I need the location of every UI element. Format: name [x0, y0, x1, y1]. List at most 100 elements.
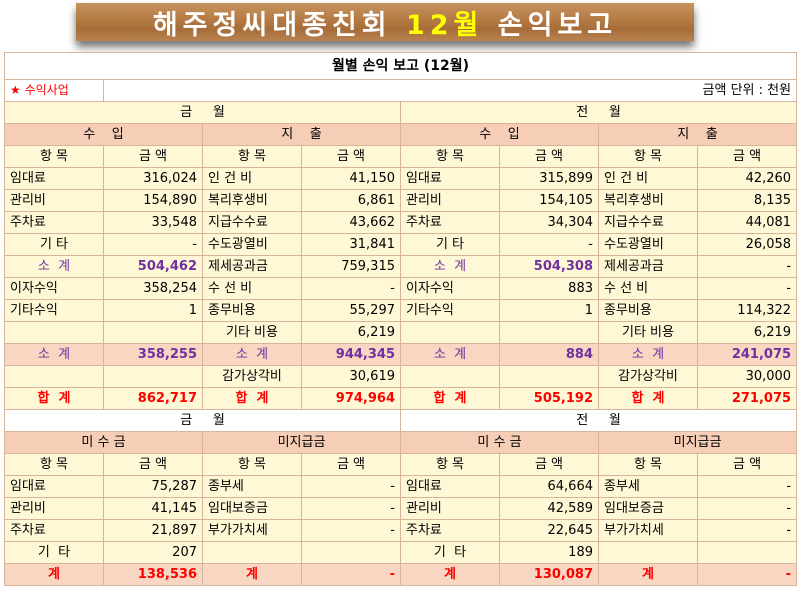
payable-amount: - [696, 497, 798, 520]
expense-item: 인 건 비 [202, 167, 302, 190]
expense-amount: 44,081 [696, 211, 798, 234]
receivable-total-row: 계 138,536 계 - 계 130,087 계 - [4, 563, 798, 586]
income-item: 주차료 [400, 211, 500, 234]
payable-header-current: 미지급금 [202, 431, 401, 454]
table-row: 임대료 75,287 종부세 - 임대료 64,664 종부세 - [4, 475, 798, 498]
total-label: 합 계 [4, 387, 104, 410]
col-item: 항 목 [400, 145, 500, 168]
table-row: 임대료 316,024 인 건 비 41,150 임대료 315,899 인 건… [4, 167, 798, 190]
payable-item: 임대보증금 [202, 497, 302, 520]
income-item: 기타수익 [400, 299, 500, 322]
payable-item: 임대보증금 [598, 497, 698, 520]
expense-amount: 42,260 [696, 167, 798, 190]
expense-item: 복리후생비 [202, 189, 302, 212]
receivable-item: 관리비 [4, 497, 104, 520]
income-amount: 358,254 [103, 277, 203, 300]
expense-item: 수 선 비 [598, 277, 698, 300]
payable-item: 종부세 [202, 475, 302, 498]
rec-total-label: 계 [4, 563, 104, 586]
col-amount: 금 액 [301, 453, 401, 476]
income-amount: 34,304 [499, 211, 599, 234]
rec-total-label: 계 [202, 563, 302, 586]
income-item: 임대료 [400, 167, 500, 190]
expense-amount: 6,219 [696, 321, 798, 344]
rec-total-payable: - [301, 563, 401, 586]
table-row: 기타수익 1 종무비용 55,297 기타수익 1 종무비용 114,322 [4, 299, 798, 322]
profit-loss-table: 월별 손익 보고 (12월) ★ 수익사업 금액 단위 : 천원 금 월 전 월… [3, 52, 798, 586]
payable-amount [301, 541, 401, 564]
expense-amount: 26,058 [696, 233, 798, 256]
depreciation-row: 감가상각비 30,619 감가상각비 30,000 [4, 365, 798, 388]
table-row: 관리비 41,145 임대보증금 - 관리비 42,589 임대보증금 - [4, 497, 798, 520]
income-amount: 1 [103, 299, 203, 322]
income-amount: 33,548 [103, 211, 203, 234]
subtotal-label: 소 계 [4, 343, 104, 366]
banner-month: 12월 [405, 9, 484, 41]
expense-item: 수도광열비 [202, 233, 302, 256]
income-item: 기타수익 [4, 299, 104, 322]
expense-item: 기타 비용 [598, 321, 698, 344]
expense-amount: 8,135 [696, 189, 798, 212]
payable-header-previous: 미지급금 [597, 431, 798, 454]
expense-amount: 759,315 [301, 255, 401, 278]
income-amount: 154,890 [103, 189, 203, 212]
income-amount: 883 [499, 277, 599, 300]
payable-item: 종부세 [598, 475, 698, 498]
period-current: 금 월 [4, 101, 401, 124]
receivable-amount: 64,664 [499, 475, 599, 498]
receivable-item: 기 타 [4, 541, 104, 564]
income-subtotal-amount: 504,462 [103, 255, 203, 278]
table-row: 주차료 21,897 부가가치세 - 주차료 22,645 부가가치세 - [4, 519, 798, 542]
depreciation-label: 감가상각비 [202, 365, 302, 388]
expense-amount: 31,841 [301, 233, 401, 256]
income-item: 기 타 [400, 233, 500, 256]
payable-item: 부가가치세 [598, 519, 698, 542]
table-row: 이자수익 358,254 수 선 비 - 이자수익 883 수 선 비 - [4, 277, 798, 300]
expense-amount: - [696, 277, 798, 300]
income-item [400, 321, 500, 344]
payable-item [202, 541, 302, 564]
col-item: 항 목 [202, 145, 302, 168]
expense-amount: 6,219 [301, 321, 401, 344]
col-item: 항 목 [598, 145, 698, 168]
income-header-previous: 수 입 [400, 123, 599, 146]
expense-item: 기타 비용 [202, 321, 302, 344]
income-item: 임대료 [4, 167, 104, 190]
receivable-item: 임대료 [4, 475, 104, 498]
payable-amount: - [301, 519, 401, 542]
income-header-current: 수 입 [4, 123, 203, 146]
expense-header-previous: 지 출 [597, 123, 798, 146]
receivable-amount: 41,145 [103, 497, 203, 520]
period-previous: 전 월 [399, 101, 798, 124]
expense-item: 지급수수료 [202, 211, 302, 234]
expense-item: 복리후생비 [598, 189, 698, 212]
payable-amount: - [301, 475, 401, 498]
payable-amount: - [696, 519, 798, 542]
expense-item: 제세공과금 [202, 255, 302, 278]
expense-amount: 6,861 [301, 189, 401, 212]
income-amount: 316,024 [103, 167, 203, 190]
total-expense: 974,964 [301, 387, 401, 410]
expense-item: 인 건 비 [598, 167, 698, 190]
subtotal-income: 884 [499, 343, 599, 366]
section-label: ★ 수익사업 [4, 79, 104, 102]
period-current: 금 월 [4, 409, 401, 432]
expense-item: 수 선 비 [202, 277, 302, 300]
expense-item: 종무비용 [202, 299, 302, 322]
rec-total-receivable: 138,536 [103, 563, 203, 586]
expense-item: 수도광열비 [598, 233, 698, 256]
income-subtotal-label: 소 계 [4, 255, 104, 278]
total-expense: 271,075 [696, 387, 798, 410]
receivable-amount: 21,897 [103, 519, 203, 542]
receivable-item: 주차료 [400, 519, 500, 542]
income-subtotal-amount: 504,308 [499, 255, 599, 278]
income-item: 기 타 [4, 233, 104, 256]
income-item: 이자수익 [400, 277, 500, 300]
col-amount: 금 액 [499, 145, 599, 168]
expense-amount: 41,150 [301, 167, 401, 190]
report-banner: 해주정씨대종친회 12월 손익보고 [76, 3, 694, 41]
receivable-amount: 22,645 [499, 519, 599, 542]
col-item: 항 목 [4, 453, 104, 476]
income-subtotal-label: 소 계 [400, 255, 500, 278]
receivable-header-previous: 미 수 금 [400, 431, 599, 454]
